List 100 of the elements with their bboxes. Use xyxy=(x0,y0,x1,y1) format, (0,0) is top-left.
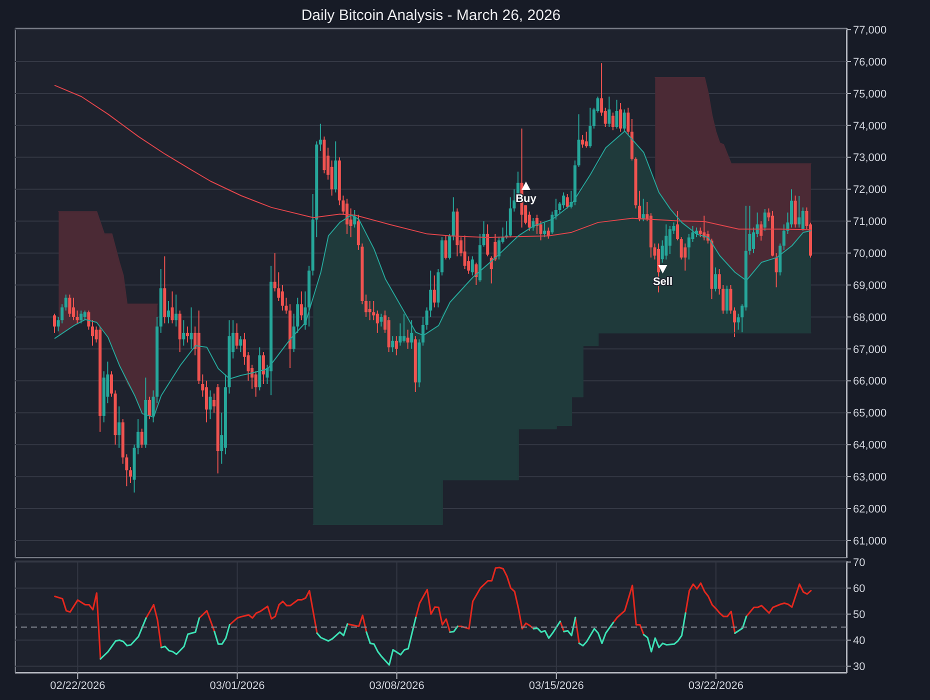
candlestick xyxy=(148,396,151,420)
candlestick xyxy=(798,195,801,228)
candlestick xyxy=(668,225,672,255)
candlestick xyxy=(380,313,383,328)
candlestick xyxy=(64,294,68,312)
candlestick xyxy=(372,300,376,321)
candlestick xyxy=(448,233,452,260)
candlestick xyxy=(166,300,170,324)
candlestick xyxy=(68,294,72,318)
y-tick-label: 64,000 xyxy=(853,440,887,452)
chart-title: Daily Bitcoin Analysis - March 26, 2026 xyxy=(300,7,562,24)
y-tick-label: 77,000 xyxy=(853,24,887,36)
candlestick xyxy=(391,336,394,353)
candlestick xyxy=(254,370,258,398)
candlestick xyxy=(235,322,238,350)
candlestick xyxy=(486,224,490,257)
candlestick xyxy=(280,284,284,312)
candlestick xyxy=(406,329,410,350)
y-tick-label: 72,000 xyxy=(853,184,887,196)
candlestick xyxy=(410,320,414,350)
candlestick xyxy=(566,194,569,209)
y-tick-label: 30 xyxy=(853,661,866,674)
candlestick xyxy=(752,227,756,254)
candlestick xyxy=(664,224,668,260)
x-tick-label: 03/22/2026 xyxy=(688,680,744,692)
x-tick-label: 03/08/2026 xyxy=(369,680,424,692)
candlestick xyxy=(760,220,763,242)
y-tick-label: 70 xyxy=(853,556,866,569)
y-tick-label: 61,000 xyxy=(853,535,887,548)
candlestick xyxy=(452,196,455,241)
candlestick xyxy=(546,227,550,240)
y-tick-label: 74,000 xyxy=(853,120,887,132)
candlestick xyxy=(794,195,797,228)
y-tick-label: 76,000 xyxy=(853,56,887,68)
x-tick-label: 02/22/2026 xyxy=(50,680,106,692)
y-tick-label: 50 xyxy=(853,609,866,622)
candlestick xyxy=(763,208,766,232)
candlestick xyxy=(422,316,424,346)
candlestick xyxy=(239,336,242,353)
candlestick xyxy=(482,220,486,248)
candlestick xyxy=(76,310,79,324)
candlestick xyxy=(611,112,614,131)
y-tick-label: 60 xyxy=(853,582,866,595)
y-tick-label: 70,000 xyxy=(853,248,887,260)
x-tick-label: 03/15/2026 xyxy=(528,680,584,692)
candlestick xyxy=(402,313,406,343)
candlestick xyxy=(80,310,83,324)
candlestick xyxy=(190,306,193,350)
candlestick xyxy=(714,266,718,292)
candlestick xyxy=(729,284,732,314)
candlestick xyxy=(581,134,584,148)
candlestick xyxy=(463,235,466,270)
candlestick xyxy=(539,220,542,241)
candlestick xyxy=(364,294,368,318)
candlestick xyxy=(774,252,778,288)
candlestick xyxy=(262,352,265,384)
candlestick xyxy=(186,326,189,343)
y-tick-label: 73,000 xyxy=(853,152,887,164)
candlestick xyxy=(72,297,75,321)
candlestick xyxy=(368,300,372,321)
y-tick-label: 65,000 xyxy=(853,408,887,420)
y-tick-label: 67,000 xyxy=(853,344,887,356)
y-tick-label: 75,000 xyxy=(853,88,887,100)
candlestick xyxy=(588,107,592,148)
candlestick xyxy=(676,210,680,241)
candlestick xyxy=(543,222,546,238)
candlestick xyxy=(318,123,322,152)
candlestick xyxy=(584,131,588,148)
y-tick-label: 71,000 xyxy=(853,216,887,228)
candlestick xyxy=(432,274,436,308)
candlestick xyxy=(550,211,554,234)
candlestick xyxy=(140,428,144,448)
candlestick xyxy=(174,294,178,328)
candlestick xyxy=(346,198,349,234)
candlestick xyxy=(725,285,728,314)
y-tick-label: 63,000 xyxy=(853,471,887,484)
y-tick-label: 68,000 xyxy=(853,312,887,324)
candlestick xyxy=(204,380,208,423)
candlestick xyxy=(182,320,186,346)
candlestick xyxy=(790,188,794,228)
y-tick-label: 62,000 xyxy=(853,503,887,516)
candlestick xyxy=(497,236,500,260)
candlestick xyxy=(619,102,622,132)
candlestick xyxy=(300,290,303,321)
candlestick xyxy=(733,306,736,338)
candlestick xyxy=(394,336,398,356)
candlestick xyxy=(83,310,86,321)
candlestick xyxy=(684,243,687,272)
candlestick xyxy=(118,406,121,448)
candlestick xyxy=(110,370,113,398)
candlestick xyxy=(398,322,402,346)
candlestick xyxy=(562,192,566,209)
candlestick xyxy=(626,107,630,136)
candlestick xyxy=(208,390,212,420)
y-tick-label: 40 xyxy=(853,635,866,648)
candlestick xyxy=(608,96,611,128)
candlestick xyxy=(470,256,474,276)
y-tick-label: 66,000 xyxy=(853,376,887,388)
candlestick xyxy=(349,208,352,238)
candlestick xyxy=(128,466,132,484)
